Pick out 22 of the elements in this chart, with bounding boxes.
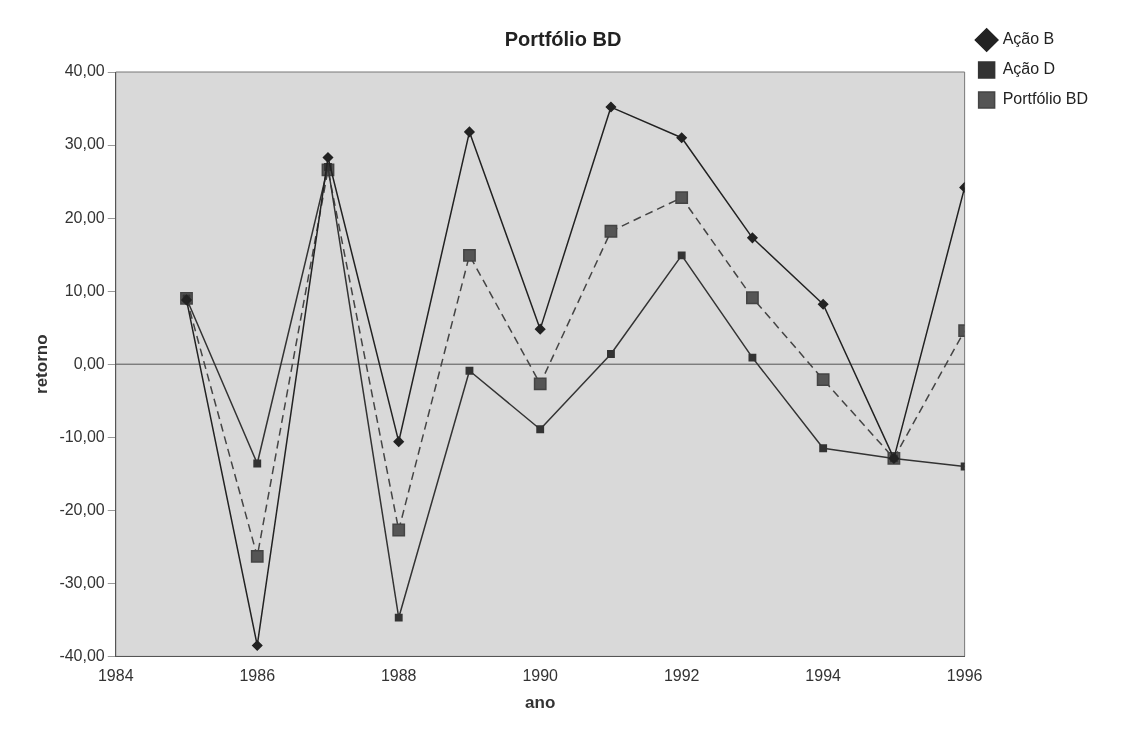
x-tick-label: 1992 [663, 667, 700, 685]
y-tick-label: -20,00 [59, 500, 105, 518]
x-tick-label: 1990 [522, 667, 559, 685]
x-tick-label: 1996 [946, 667, 983, 685]
legend-label: Ação B [1002, 30, 1055, 48]
x-tick-label: 1986 [239, 667, 276, 685]
y-tick-label: -10,00 [59, 427, 105, 445]
y-axis-title: retorno [31, 334, 51, 394]
x-axis-title: ano [525, 693, 556, 713]
x-tick-label: 1984 [97, 667, 134, 685]
y-tick-label: 30,00 [64, 135, 105, 153]
legend-label: Portfólio BD [1002, 90, 1089, 108]
y-tick-label: -30,00 [59, 573, 105, 591]
y-tick-label: 20,00 [64, 208, 105, 226]
y-tick-label: 40,00 [64, 62, 105, 80]
legend-label: Ação D [1002, 60, 1056, 78]
x-tick-label: 1988 [380, 667, 417, 685]
chart-title: Portfólio BD [504, 27, 622, 50]
y-tick-label: -40,00 [59, 646, 105, 664]
y-tick-label: 0,00 [73, 354, 105, 372]
y-tick-label: 10,00 [64, 281, 105, 299]
x-tick-label: 1994 [805, 667, 842, 685]
